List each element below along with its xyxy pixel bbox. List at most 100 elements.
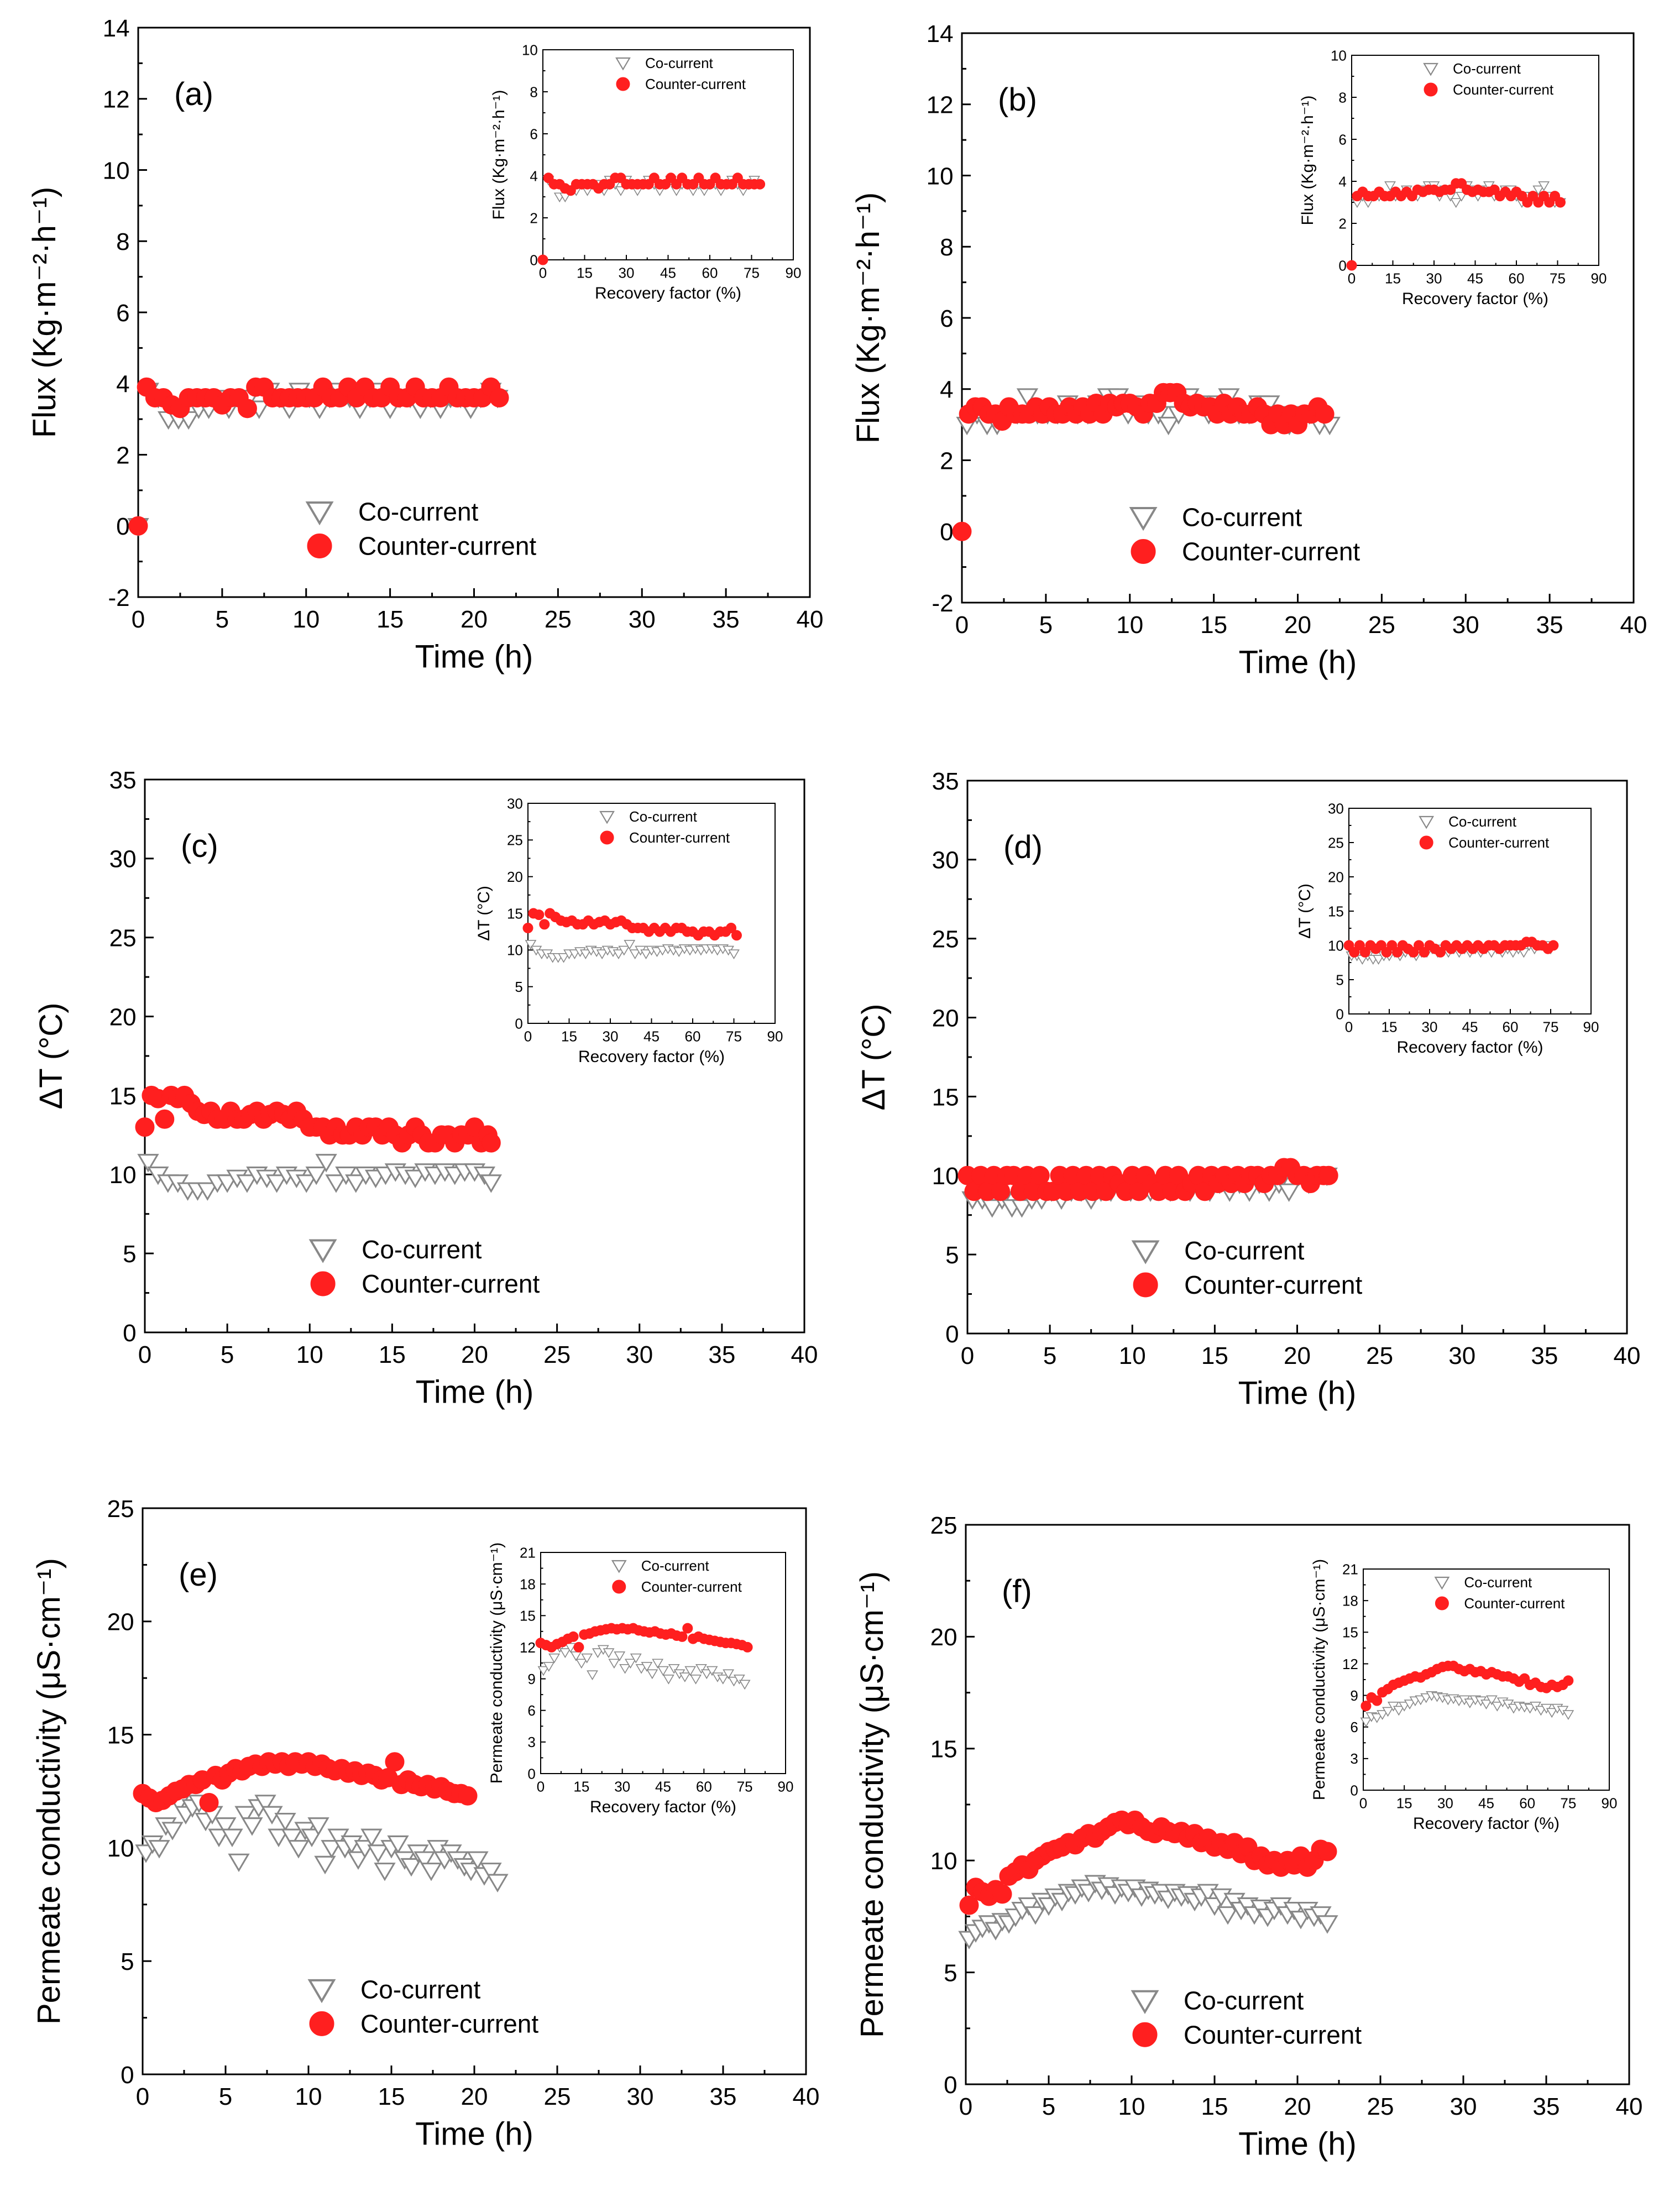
- inset-series-co-current: [525, 940, 740, 963]
- inset-x-tick-label: 0: [537, 1779, 545, 1795]
- co-current-point: [1016, 388, 1039, 407]
- y-tick-label: 35: [932, 768, 959, 795]
- inset-x-tick-label: 60: [1509, 270, 1525, 287]
- inset-y-tick-label: 2: [1338, 215, 1346, 232]
- inset-x-tick-label: 30: [603, 1028, 619, 1045]
- inset-y-tick-label: 10: [1331, 47, 1347, 64]
- inset-y-tick-label: 20: [507, 869, 523, 885]
- inset-co-current-point: [652, 1659, 664, 1669]
- inset-x-tick-label: 30: [1426, 270, 1442, 287]
- inset-b: 0 15 30 45 60 75 90 0 2 4 6 8 10 Recovery factor (%) F…: [1299, 47, 1607, 308]
- x-tick-label: 40: [1614, 1342, 1641, 1369]
- x-tick-label: 0: [138, 1341, 151, 1368]
- inset-counter-current-point: [742, 1641, 753, 1653]
- inset-series-counter-current: [1360, 1660, 1574, 1712]
- inset-co-current-point: [657, 1666, 669, 1676]
- legend-counter-current-marker: [310, 1271, 336, 1296]
- co-current-point: [221, 1828, 243, 1848]
- inset-x-tick-label: 15: [573, 1779, 589, 1795]
- co-current-point: [254, 1795, 276, 1813]
- co-current-point: [287, 1840, 310, 1859]
- counter-current-point: [128, 516, 148, 536]
- inset-x-tick-label: 90: [1602, 1795, 1618, 1812]
- series-counter-current: [133, 1752, 478, 1812]
- inset-x-tick-label: 75: [726, 1028, 742, 1045]
- x-tick-label: 20: [461, 2083, 488, 2110]
- x-tick-label: 15: [1200, 611, 1227, 639]
- y-axis-label: Permeate conductivity (μS·cm⁻¹): [31, 1558, 67, 2025]
- co-current-point: [234, 1806, 257, 1825]
- co-current-point: [374, 1863, 396, 1881]
- y-tick-label: 5: [123, 1241, 136, 1268]
- inset-counter-current-point: [726, 923, 737, 934]
- inset-x-tick-label: 0: [539, 265, 547, 281]
- inset-x-axis-label: Recovery factor (%): [1396, 1038, 1543, 1057]
- inset-y-tick-label: 12: [1342, 1656, 1358, 1672]
- inset-y-tick-label: 6: [530, 125, 537, 142]
- inset-d: 0 15 30 45 60 75 90 0 5 10 15 20 25 30 Recovery factor…: [1296, 800, 1599, 1057]
- y-tick-label: 5: [121, 1948, 134, 1975]
- inset-co-current-point: [579, 949, 592, 960]
- legend-counter-current-label: Counter-current: [358, 532, 536, 561]
- inset-co-current-point: [564, 1643, 577, 1653]
- inset-x-tick-label: 30: [1437, 1795, 1453, 1812]
- x-tick-label: 25: [1366, 1342, 1393, 1369]
- y-tick-label: 8: [116, 228, 129, 255]
- inset-y-tick-label: 18: [1342, 1593, 1358, 1609]
- inset-legend-co-current-marker: [599, 810, 615, 824]
- co-current-point: [281, 1828, 303, 1848]
- co-current-point: [325, 1174, 347, 1193]
- inset-counter-current-point: [539, 919, 550, 930]
- inset-x-tick-label: 45: [1467, 270, 1483, 287]
- y-tick-label: 20: [932, 1005, 959, 1032]
- legend-co-current-label: Co-current: [1182, 503, 1302, 532]
- inset-x-tick-label: 75: [1550, 270, 1566, 287]
- inset-co-current-point: [1491, 1702, 1503, 1712]
- inset-counter-current-point: [1555, 197, 1566, 208]
- inset-co-current-point: [640, 949, 652, 960]
- x-tick-label: 5: [1043, 1342, 1056, 1369]
- inset-counter-current-point: [1563, 1675, 1574, 1686]
- x-tick-label: 0: [136, 2083, 149, 2110]
- inset-co-current-point: [739, 1680, 751, 1690]
- panel-label: (b): [998, 82, 1037, 118]
- y-tick-label: 25: [107, 1495, 134, 1523]
- co-current-point: [345, 1174, 367, 1193]
- legend-counter-current-marker: [1131, 539, 1156, 564]
- inset-co-current-point: [673, 947, 685, 958]
- x-tick-label: 30: [627, 2083, 654, 2110]
- y-tick-label: 20: [109, 1003, 137, 1031]
- inset-co-current-point: [1450, 198, 1462, 208]
- inset-x-tick-label: 60: [1519, 1795, 1535, 1812]
- inset-co-current-point: [525, 940, 537, 950]
- inset-co-current-point: [1377, 1710, 1389, 1721]
- co-current-point: [314, 1855, 336, 1875]
- inset-counter-current-point: [522, 923, 533, 934]
- inset-co-current-point: [596, 949, 608, 960]
- counter-current-point: [1318, 1165, 1338, 1185]
- counter-current-point: [1315, 404, 1335, 424]
- inset-x-tick-label: 30: [614, 1779, 630, 1795]
- y-tick-label: 35: [109, 767, 137, 794]
- x-tick-label: 40: [791, 1341, 818, 1368]
- x-axis-label: Time (h): [1238, 2126, 1357, 2162]
- inset-co-current-point: [548, 1653, 561, 1664]
- x-tick-label: 30: [1448, 1342, 1475, 1369]
- y-tick-label: 5: [945, 1242, 959, 1269]
- inset-co-current-point: [575, 1659, 588, 1669]
- inset-x-tick-label: 0: [524, 1028, 532, 1045]
- inset-y-tick-label: 25: [1328, 834, 1344, 851]
- inset-y-tick-label: 2: [530, 210, 537, 226]
- inset-y-tick-label: 10: [507, 942, 523, 959]
- inset-co-current-point: [723, 1669, 735, 1680]
- x-tick-label: 25: [1367, 2093, 1394, 2120]
- inset-y-tick-label: 21: [1342, 1561, 1358, 1577]
- inset-x-tick-label: 15: [577, 265, 593, 281]
- inset-y-tick-label: 4: [530, 168, 537, 184]
- inset-co-current-point: [558, 953, 569, 963]
- x-tick-label: 5: [1042, 2093, 1055, 2120]
- inset-counter-current-point: [1548, 940, 1559, 951]
- inset-y-tick-label: 5: [515, 979, 522, 995]
- x-axis-label: Time (h): [1239, 645, 1357, 681]
- legend-co-current-marker: [308, 1239, 337, 1263]
